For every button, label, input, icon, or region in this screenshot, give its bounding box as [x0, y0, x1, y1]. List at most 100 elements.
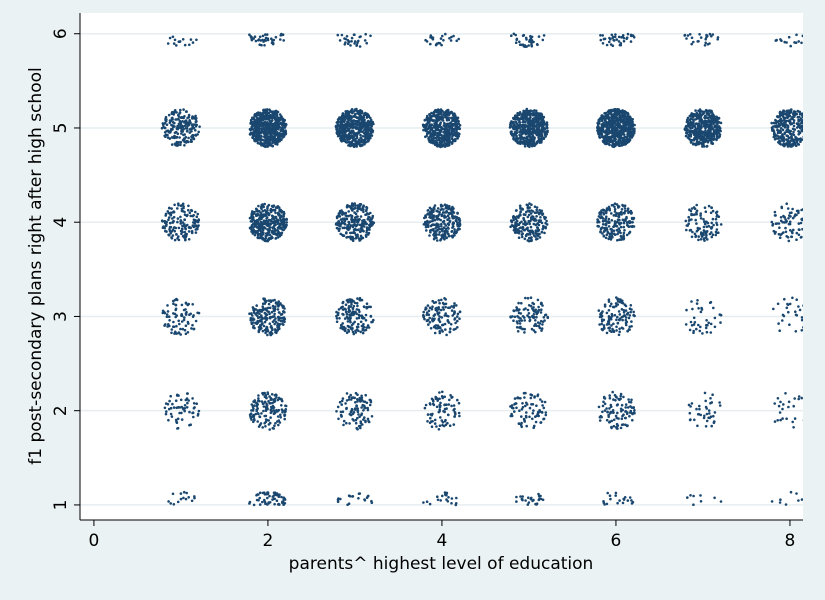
point — [335, 124, 339, 128]
point — [425, 229, 428, 232]
point — [520, 230, 523, 233]
point — [611, 44, 615, 47]
point — [341, 117, 344, 121]
point — [440, 214, 444, 218]
point — [615, 110, 618, 114]
point — [618, 43, 622, 47]
point — [793, 111, 797, 114]
point — [173, 38, 177, 42]
point — [456, 127, 459, 131]
point — [190, 127, 193, 131]
point — [347, 228, 350, 232]
point — [266, 121, 269, 124]
point — [336, 132, 339, 136]
point — [514, 134, 518, 137]
point — [338, 132, 341, 135]
point — [545, 219, 548, 223]
point — [181, 130, 184, 133]
point — [361, 122, 365, 126]
point — [169, 225, 173, 229]
point — [520, 233, 524, 236]
point — [267, 222, 270, 226]
point — [537, 35, 541, 38]
point — [432, 237, 436, 241]
point — [366, 138, 370, 142]
point — [253, 233, 257, 237]
point — [773, 125, 777, 128]
plot-area — [80, 13, 803, 520]
point — [609, 38, 612, 41]
point — [436, 210, 440, 213]
point — [350, 216, 354, 219]
point — [266, 238, 270, 242]
point — [264, 126, 267, 129]
point — [279, 122, 282, 125]
point — [598, 135, 601, 138]
point — [186, 125, 189, 128]
point — [346, 120, 349, 123]
point — [346, 135, 349, 139]
point — [261, 111, 265, 114]
point — [173, 131, 177, 135]
point — [440, 225, 443, 228]
point — [436, 128, 440, 132]
point — [540, 134, 544, 138]
point — [802, 135, 803, 138]
point — [619, 136, 622, 140]
point — [436, 144, 439, 147]
point — [264, 136, 267, 139]
point — [180, 207, 184, 211]
point — [191, 115, 194, 118]
point — [704, 41, 707, 45]
point — [266, 209, 269, 212]
point — [449, 208, 453, 212]
point — [189, 226, 192, 230]
point — [441, 235, 445, 239]
point — [439, 218, 443, 222]
point — [264, 118, 268, 121]
point — [251, 116, 254, 120]
point — [623, 114, 626, 117]
point — [253, 114, 256, 118]
point — [717, 135, 721, 139]
point — [357, 130, 361, 134]
point — [424, 129, 428, 133]
point — [616, 128, 619, 131]
point — [542, 136, 546, 140]
point — [260, 119, 263, 123]
point — [188, 211, 192, 214]
point — [435, 224, 438, 227]
point — [249, 122, 253, 125]
point — [534, 129, 537, 133]
point — [364, 32, 368, 36]
point — [528, 113, 531, 117]
point — [603, 130, 606, 134]
point — [610, 33, 614, 37]
point — [441, 211, 445, 214]
point — [263, 209, 267, 212]
point — [173, 226, 176, 229]
point — [278, 116, 282, 120]
point — [276, 131, 279, 134]
point — [175, 233, 178, 236]
point — [363, 128, 366, 132]
point — [717, 129, 720, 132]
point — [789, 145, 792, 148]
point — [697, 40, 700, 43]
point — [354, 138, 357, 142]
point — [512, 116, 515, 120]
point — [181, 38, 185, 41]
point — [285, 221, 289, 224]
point — [433, 131, 437, 135]
point — [631, 34, 635, 37]
point — [264, 129, 267, 133]
point — [447, 128, 451, 131]
point — [269, 113, 272, 117]
point — [540, 221, 544, 225]
point — [804, 128, 807, 131]
point — [530, 39, 534, 42]
point — [618, 113, 622, 117]
point — [268, 119, 272, 123]
point — [183, 144, 186, 147]
